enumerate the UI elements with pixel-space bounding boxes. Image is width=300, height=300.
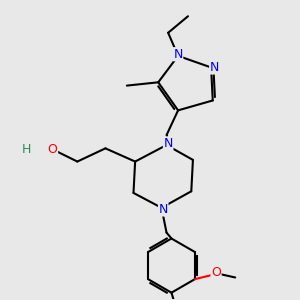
Text: N: N — [210, 61, 219, 74]
Text: N: N — [164, 137, 173, 150]
Text: N: N — [158, 203, 168, 216]
Text: H: H — [22, 143, 31, 156]
Text: O: O — [48, 143, 58, 156]
Text: N: N — [173, 48, 183, 61]
Text: O: O — [211, 266, 221, 279]
